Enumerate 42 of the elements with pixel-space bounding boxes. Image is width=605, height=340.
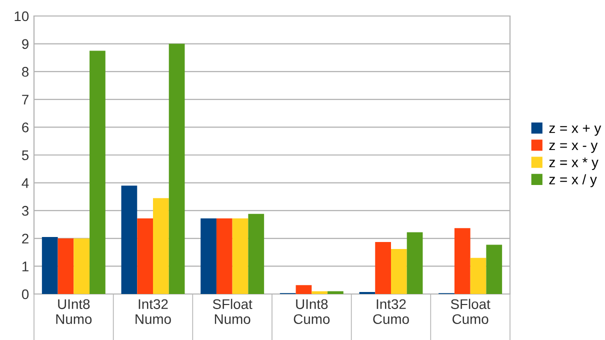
y-tick-label: 4	[22, 178, 29, 188]
y-tick-label: 7	[22, 94, 28, 104]
bar	[74, 238, 90, 294]
bar	[486, 244, 502, 294]
x-tick-label: UInt8 Cumo	[294, 299, 330, 324]
bar	[216, 218, 232, 294]
bar	[153, 198, 169, 294]
y-tick-label: 10	[14, 11, 29, 22]
bar	[312, 291, 328, 294]
bar	[121, 186, 138, 294]
y-tick-label: 9	[22, 39, 28, 49]
bar	[232, 218, 248, 294]
bar	[470, 258, 486, 294]
x-tick-label: UInt8 Numo	[56, 299, 92, 324]
bar	[296, 285, 312, 294]
legend-label: z = x / y	[549, 174, 597, 188]
y-tick-label: 8	[22, 66, 29, 77]
legend-label: z = x * y	[549, 158, 598, 170]
bar	[168, 44, 185, 294]
x-tick-label: Int32 Numo	[136, 299, 171, 324]
bar	[391, 248, 407, 294]
y-tick-label: 2	[22, 234, 28, 244]
legend-label: z = x - y	[549, 142, 598, 153]
bar	[42, 237, 58, 294]
bar	[406, 232, 423, 294]
y-tick-label: 0	[22, 289, 29, 300]
x-tick-label: SFloat Numo	[212, 298, 252, 324]
y-tick-label: 1	[22, 262, 28, 272]
bar	[200, 218, 216, 294]
bar	[454, 228, 470, 294]
x-tick-label: Int32 Cumo	[373, 299, 409, 324]
x-tick-label: SFloat Cumo	[450, 298, 490, 324]
legend-label: z = x + y	[549, 124, 602, 136]
bar	[248, 214, 264, 294]
bar	[137, 218, 153, 294]
y-tick-label: 5	[22, 150, 29, 160]
bar	[58, 238, 74, 294]
y-tick-label: 3	[22, 206, 29, 216]
bar	[90, 50, 106, 294]
y-tick-label: 6	[22, 122, 29, 132]
bar	[328, 291, 344, 294]
bar	[375, 242, 391, 294]
